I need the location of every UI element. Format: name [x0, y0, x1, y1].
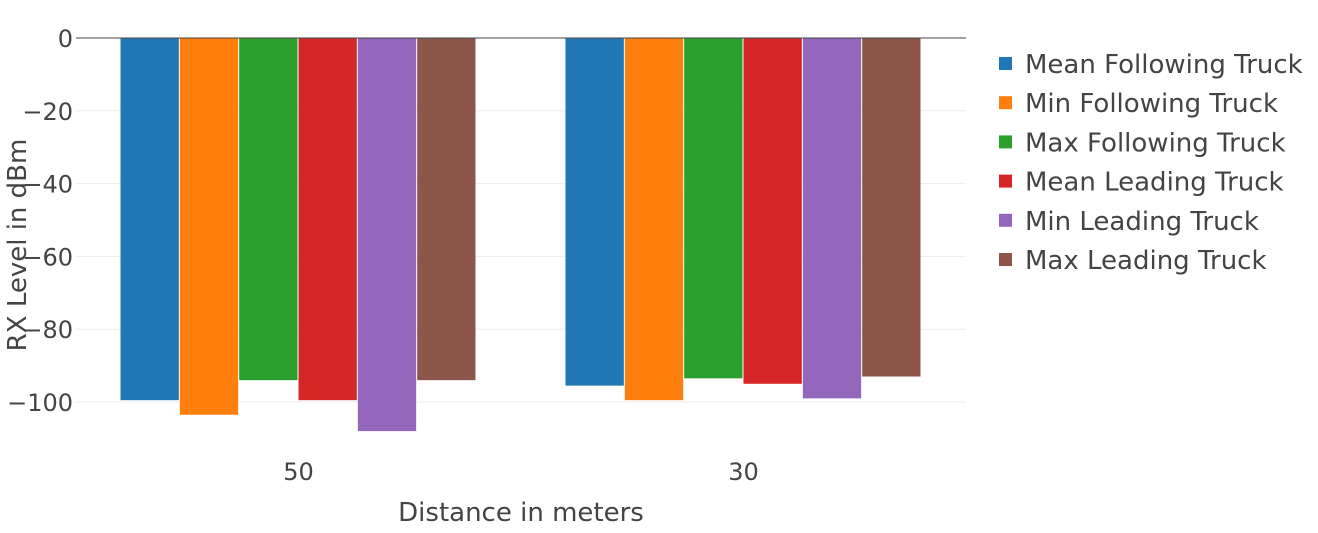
- y-tick-label: −100: [7, 389, 73, 417]
- legend-item: Min Leading Truck: [999, 207, 1259, 237]
- legend-swatch: [999, 57, 1012, 70]
- legend-label: Min Leading Truck: [1025, 207, 1259, 237]
- legend-label: Mean Following Truck: [1025, 50, 1303, 80]
- bar: [565, 38, 624, 386]
- bar: [357, 38, 417, 432]
- x-axis-ticks: 50 30: [283, 458, 759, 486]
- y-axis-ticks: 0 −20 −40 −60 −80 −100: [7, 25, 73, 417]
- bars: [120, 38, 921, 432]
- legend-label: Max Following Truck: [1025, 128, 1286, 158]
- legend-label: Min Following Truck: [1025, 89, 1278, 119]
- legend-swatch: [999, 135, 1012, 149]
- bar: [802, 38, 862, 399]
- legend-item: Max Following Truck: [999, 128, 1286, 158]
- bar: [862, 38, 921, 377]
- legend-item: Max Leading Truck: [999, 246, 1267, 276]
- bar: [417, 38, 476, 381]
- legend-swatch: [999, 96, 1012, 110]
- legend-item: Min Following Truck: [999, 89, 1278, 119]
- legend-label: Mean Leading Truck: [1025, 168, 1284, 198]
- legend-label: Max Leading Truck: [1025, 246, 1267, 276]
- bar: [239, 38, 298, 381]
- legend-item: Mean Leading Truck: [999, 168, 1284, 198]
- bar: [120, 38, 179, 401]
- legend-item: Mean Following Truck: [999, 50, 1303, 80]
- bar: [179, 38, 239, 415]
- bar: [624, 38, 684, 401]
- legend-swatch: [999, 253, 1012, 266]
- bar: [743, 38, 802, 384]
- y-tick-label: −60: [22, 243, 73, 271]
- x-tick-label: 30: [728, 458, 759, 486]
- y-tick-label: 0: [58, 25, 73, 53]
- bar: [298, 38, 357, 401]
- y-tick-label: −40: [22, 171, 73, 199]
- y-tick-label: −80: [22, 316, 73, 344]
- legend-swatch: [999, 213, 1012, 227]
- y-tick-label: −20: [22, 98, 73, 126]
- x-tick-label: 50: [283, 458, 314, 486]
- bar: [684, 38, 743, 379]
- legend-swatch: [999, 174, 1012, 188]
- x-axis-title: Distance in meters: [398, 498, 644, 528]
- y-axis-title: RX Level in dBm: [3, 139, 33, 352]
- legend: Mean Following Truck Min Following Truck M…: [999, 50, 1303, 276]
